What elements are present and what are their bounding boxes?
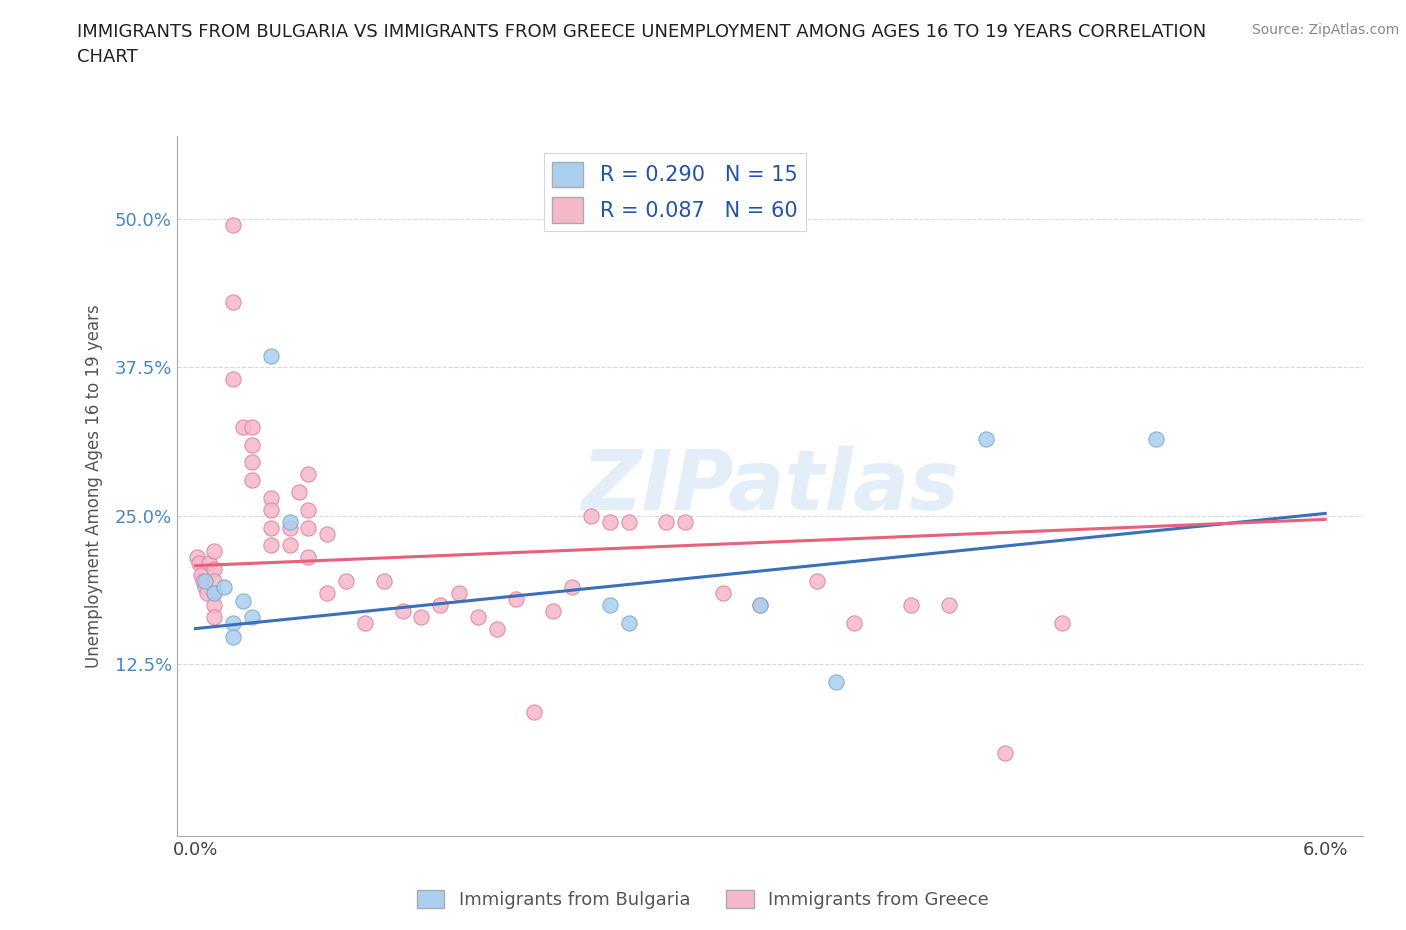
Point bbox=[202, 586, 225, 601]
Point bbox=[222, 295, 245, 310]
Point bbox=[202, 586, 225, 601]
Point bbox=[232, 594, 254, 609]
Point bbox=[994, 746, 1017, 761]
Point bbox=[599, 514, 621, 529]
Point bbox=[1050, 616, 1073, 631]
Point bbox=[617, 514, 640, 529]
Point bbox=[222, 218, 245, 232]
Point bbox=[297, 550, 319, 565]
Point bbox=[222, 372, 245, 387]
Point bbox=[288, 485, 311, 499]
Point bbox=[260, 348, 283, 363]
Point bbox=[467, 609, 489, 624]
Point bbox=[316, 526, 339, 541]
Point bbox=[900, 597, 922, 612]
Point bbox=[194, 579, 217, 594]
Point bbox=[749, 597, 772, 612]
Point bbox=[373, 574, 395, 589]
Point bbox=[240, 472, 263, 487]
Point bbox=[240, 437, 263, 452]
Point bbox=[505, 591, 527, 606]
Point bbox=[429, 597, 451, 612]
Point bbox=[974, 432, 997, 446]
Point bbox=[711, 586, 734, 601]
Point bbox=[411, 609, 433, 624]
Point bbox=[354, 616, 377, 631]
Y-axis label: Unemployment Among Ages 16 to 19 years: Unemployment Among Ages 16 to 19 years bbox=[86, 304, 103, 668]
Point bbox=[222, 616, 245, 631]
Point bbox=[188, 556, 211, 571]
Point bbox=[202, 562, 225, 577]
Point bbox=[202, 574, 225, 589]
Point bbox=[485, 621, 508, 636]
Point bbox=[240, 455, 263, 470]
Point bbox=[655, 514, 678, 529]
Text: IMMIGRANTS FROM BULGARIA VS IMMIGRANTS FROM GREECE UNEMPLOYMENT AMONG AGES 16 TO: IMMIGRANTS FROM BULGARIA VS IMMIGRANTS F… bbox=[77, 23, 1206, 66]
Text: Source: ZipAtlas.com: Source: ZipAtlas.com bbox=[1251, 23, 1399, 37]
Point bbox=[197, 556, 219, 571]
Point bbox=[278, 520, 301, 535]
Legend: R = 0.290   N = 15, R = 0.087   N = 60: R = 0.290 N = 15, R = 0.087 N = 60 bbox=[544, 153, 806, 232]
Point bbox=[212, 579, 235, 594]
Point bbox=[186, 550, 208, 565]
Point bbox=[297, 467, 319, 482]
Point bbox=[278, 538, 301, 553]
Point bbox=[749, 597, 772, 612]
Point bbox=[232, 419, 254, 434]
Point bbox=[202, 544, 225, 559]
Point bbox=[240, 419, 263, 434]
Point bbox=[579, 509, 602, 524]
Point bbox=[222, 630, 245, 644]
Point bbox=[335, 574, 357, 589]
Point bbox=[561, 579, 583, 594]
Point bbox=[202, 609, 225, 624]
Legend: Immigrants from Bulgaria, Immigrants from Greece: Immigrants from Bulgaria, Immigrants fro… bbox=[411, 883, 995, 916]
Point bbox=[195, 586, 218, 601]
Point bbox=[449, 586, 471, 601]
Point bbox=[260, 502, 283, 517]
Point bbox=[541, 604, 564, 618]
Point bbox=[194, 574, 217, 589]
Point bbox=[278, 514, 301, 529]
Point bbox=[297, 502, 319, 517]
Point bbox=[844, 616, 866, 631]
Point bbox=[240, 609, 263, 624]
Point bbox=[190, 567, 212, 582]
Point bbox=[673, 514, 696, 529]
Point bbox=[806, 574, 828, 589]
Point bbox=[297, 520, 319, 535]
Point bbox=[191, 574, 214, 589]
Point bbox=[599, 597, 621, 612]
Point bbox=[824, 674, 846, 689]
Point bbox=[391, 604, 413, 618]
Text: ZIPatlas: ZIPatlas bbox=[581, 445, 959, 526]
Point bbox=[202, 597, 225, 612]
Point bbox=[938, 597, 960, 612]
Point bbox=[316, 586, 339, 601]
Point bbox=[523, 704, 546, 719]
Point bbox=[1144, 432, 1167, 446]
Point bbox=[260, 490, 283, 505]
Point bbox=[260, 538, 283, 553]
Point bbox=[260, 520, 283, 535]
Point bbox=[617, 616, 640, 631]
